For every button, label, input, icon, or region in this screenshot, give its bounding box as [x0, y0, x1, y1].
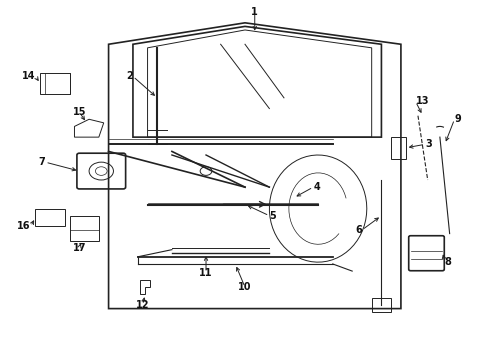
Text: 10: 10	[238, 282, 252, 292]
Text: 14: 14	[22, 71, 35, 81]
Text: 13: 13	[416, 96, 429, 107]
Bar	[372, 298, 391, 312]
Text: 15: 15	[73, 107, 86, 117]
Text: 5: 5	[270, 211, 276, 221]
Text: 7: 7	[39, 157, 45, 167]
Text: 9: 9	[455, 114, 461, 124]
Text: 17: 17	[73, 243, 86, 253]
Text: 3: 3	[425, 139, 432, 149]
Text: 16: 16	[17, 221, 30, 231]
Text: 6: 6	[355, 225, 362, 235]
Text: 12: 12	[136, 300, 149, 310]
Text: 1: 1	[251, 7, 258, 17]
Text: 8: 8	[445, 257, 452, 267]
Text: 4: 4	[313, 182, 320, 192]
Text: 11: 11	[199, 268, 213, 278]
Text: 2: 2	[126, 71, 133, 81]
